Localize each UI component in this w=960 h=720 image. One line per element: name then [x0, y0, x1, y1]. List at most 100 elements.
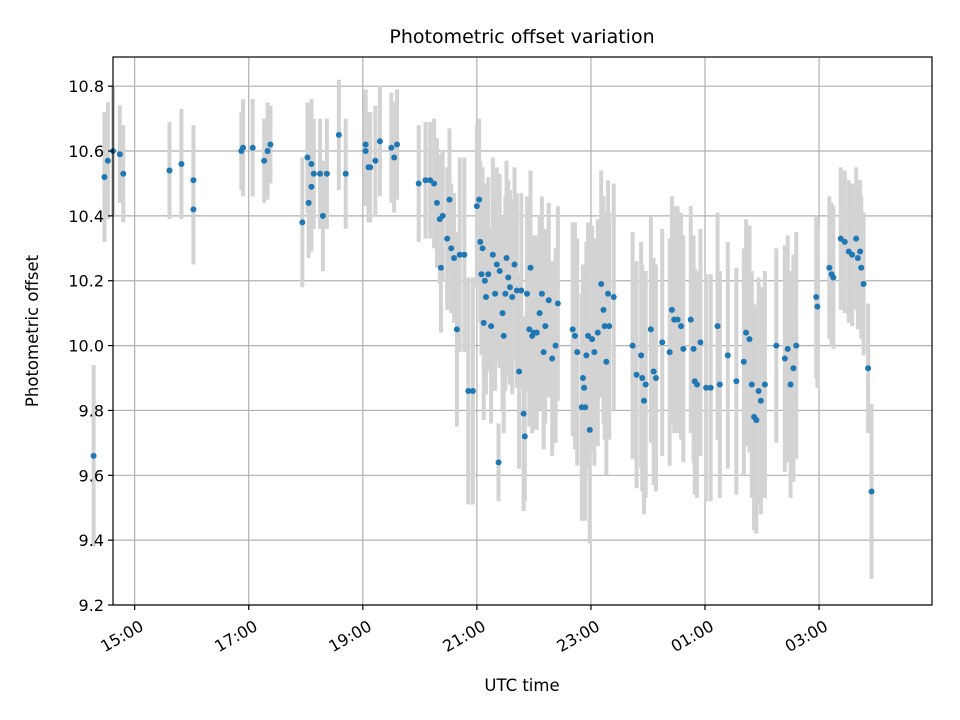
- data-point: [571, 332, 578, 339]
- data-point: [367, 164, 374, 171]
- data-point: [538, 290, 545, 297]
- data-point: [600, 306, 607, 313]
- data-point: [190, 206, 197, 213]
- data-point: [549, 355, 556, 362]
- data-point: [415, 180, 422, 187]
- data-point: [787, 381, 794, 388]
- data-point: [166, 167, 173, 174]
- data-point: [545, 297, 552, 304]
- x-tick-label: 17:00: [211, 616, 260, 656]
- data-point: [781, 355, 788, 362]
- data-point: [469, 387, 476, 394]
- data-point: [446, 196, 453, 203]
- data-point: [372, 157, 379, 164]
- data-point: [579, 375, 586, 382]
- data-point: [687, 316, 694, 323]
- data-point: [104, 157, 111, 164]
- y-axis-label: Photometric offset: [23, 254, 42, 407]
- data-point: [865, 365, 872, 372]
- data-point: [391, 154, 398, 161]
- data-point: [647, 326, 654, 333]
- data-point: [427, 177, 434, 184]
- data-point: [520, 410, 527, 417]
- x-tick-label: 19:00: [325, 616, 374, 656]
- data-point: [308, 161, 315, 168]
- data-point: [639, 375, 646, 382]
- error-bars: [91, 79, 874, 580]
- data-point: [868, 488, 875, 495]
- data-point: [610, 293, 617, 300]
- data-point: [659, 339, 666, 346]
- data-point: [485, 271, 492, 278]
- data-point: [694, 381, 701, 388]
- data-point: [493, 261, 500, 268]
- data-point: [261, 157, 268, 164]
- data-point: [841, 238, 848, 245]
- data-point: [690, 345, 697, 352]
- data-point: [574, 349, 581, 356]
- data-point: [317, 170, 324, 177]
- data-point: [319, 212, 326, 219]
- data-point: [476, 196, 483, 203]
- data-point: [478, 271, 485, 278]
- data-point: [451, 255, 458, 262]
- data-point: [240, 144, 247, 151]
- data-point: [755, 387, 762, 394]
- data-point: [310, 170, 317, 177]
- data-point: [680, 345, 687, 352]
- data-point: [640, 397, 647, 404]
- data-point: [533, 329, 540, 336]
- data-point: [826, 264, 833, 271]
- data-point: [456, 251, 463, 258]
- data-point: [305, 199, 312, 206]
- y-tick-label: 10.2: [68, 272, 104, 291]
- data-point: [190, 177, 197, 184]
- data-point: [761, 381, 768, 388]
- data-point: [605, 290, 612, 297]
- data-point: [724, 352, 731, 359]
- plot-frame: [112, 56, 933, 606]
- data-point: [601, 323, 608, 330]
- data-point: [394, 141, 401, 148]
- data-point: [444, 235, 451, 242]
- data-point: [488, 323, 495, 330]
- data-point: [323, 170, 330, 177]
- data-point: [540, 349, 547, 356]
- data-point: [480, 319, 487, 326]
- data-point: [784, 345, 791, 352]
- data-point: [629, 342, 636, 349]
- data-point: [757, 397, 764, 404]
- data-point: [536, 310, 543, 317]
- data-point: [465, 387, 472, 394]
- data-point: [860, 280, 867, 287]
- data-point: [753, 417, 760, 424]
- data-point: [814, 303, 821, 310]
- data-point: [854, 255, 861, 262]
- data-point: [849, 251, 856, 258]
- x-axis-label: UTC time: [484, 676, 559, 695]
- data-point: [496, 268, 503, 275]
- data-point: [569, 326, 576, 333]
- data-point: [748, 381, 755, 388]
- x-tick-label: 15:00: [97, 616, 146, 656]
- x-tick-label: 03:00: [782, 616, 831, 656]
- data-point: [650, 368, 657, 375]
- data-point: [633, 371, 640, 378]
- data-point: [264, 148, 271, 155]
- data-point: [101, 173, 108, 180]
- data-point: [521, 433, 528, 440]
- data-point: [513, 287, 520, 294]
- data-point: [678, 323, 685, 330]
- y-tick-label: 10.0: [68, 337, 104, 356]
- y-tick-label: 10.6: [68, 142, 104, 161]
- data-point: [473, 203, 480, 210]
- data-point: [439, 212, 446, 219]
- data-point: [733, 378, 740, 385]
- data-point: [583, 352, 590, 359]
- data-point: [740, 358, 747, 365]
- data-point: [527, 264, 534, 271]
- data-point: [582, 404, 589, 411]
- data-point: [90, 452, 97, 459]
- y-tick-label: 9.8: [79, 401, 104, 420]
